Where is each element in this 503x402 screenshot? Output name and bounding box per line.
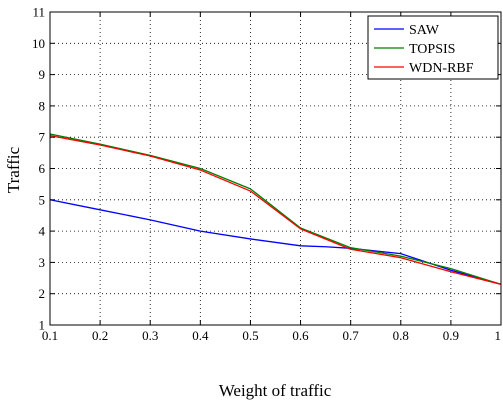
x-tick-label: 0.8	[393, 328, 409, 343]
x-tick-label: 0.7	[343, 328, 360, 343]
y-tick-label: 1	[39, 318, 46, 333]
y-tick-label: 7	[39, 130, 46, 145]
x-tick-label: 0.5	[242, 328, 258, 343]
series-line-saw	[49, 199, 502, 285]
y-tick-label: 4	[39, 224, 46, 239]
y-tick-label: 6	[39, 161, 46, 176]
y-axis-label: Traffic	[4, 146, 23, 193]
x-tick-label: 0.6	[292, 328, 309, 343]
legend: SAW TOPSIS WDN-RBF	[367, 15, 499, 80]
x-tick-label: 0.2	[92, 328, 108, 343]
series-line-topsis	[49, 133, 502, 285]
y-tick-label: 10	[32, 36, 45, 51]
y-tick-label: 8	[39, 98, 46, 113]
y-tick-label: 3	[39, 255, 46, 270]
y-tick-label: 9	[39, 67, 46, 82]
legend-label: WDN-RBF	[409, 61, 474, 76]
y-tick-label: 5	[39, 192, 46, 207]
y-tick-label: 2	[39, 286, 46, 301]
x-tick-label: 0.9	[443, 328, 459, 343]
x-axis-label: Weight of traffic	[219, 381, 332, 400]
series-line-wdn-rbf	[49, 135, 502, 285]
x-tick-label: 0.3	[142, 328, 158, 343]
x-tick-label: 0.4	[192, 328, 209, 343]
y-tick-label: 11	[32, 5, 45, 20]
x-tick-label: 0.1	[42, 328, 58, 343]
legend-label: SAW	[409, 23, 440, 38]
axis-ticks: 0.1 0.2 0.3 0.4 0.5 0.6 0.7 0.8 0.9 1123456789101…	[32, 5, 502, 343]
series-lines	[49, 133, 502, 285]
x-tick-label: 1	[495, 328, 502, 343]
legend-label: TOPSIS	[409, 42, 455, 57]
